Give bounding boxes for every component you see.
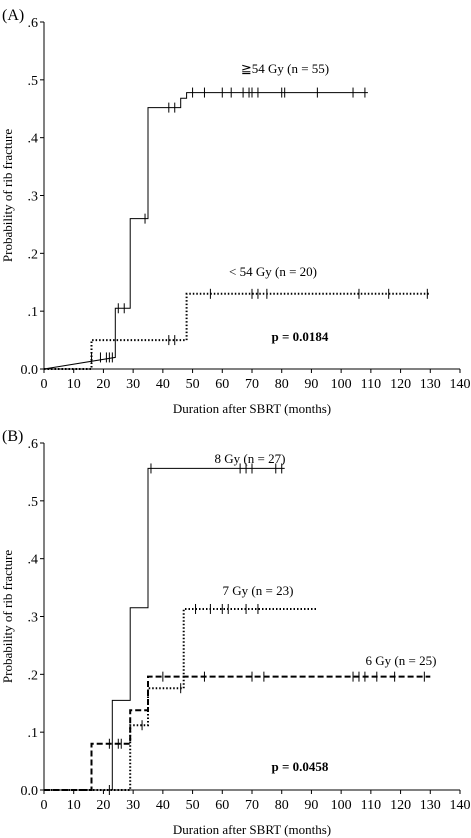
x-tick-label: 60 — [215, 798, 229, 813]
y-tick-label: .2 — [28, 668, 39, 683]
x-tick-label: 90 — [304, 377, 318, 392]
x-tick-label: 20 — [96, 377, 110, 392]
chart-panel-a: (A) 0.0 .1 .2 .3 .4 .5 .6 0 10 20 30 40 50 60 70 80 90 100… — [0, 7, 471, 416]
y-tick-label: .6 — [28, 437, 39, 452]
x-tick-label: 50 — [186, 377, 200, 392]
series-label: < 54 Gy (n = 20) — [229, 264, 317, 279]
x-tick-label: 120 — [390, 377, 411, 392]
series-line-dashed — [44, 675, 431, 791]
x-tick-label: 50 — [186, 798, 200, 813]
x-tick-label: 110 — [361, 377, 381, 392]
series-label: ≧54 Gy (n = 55) — [241, 61, 329, 76]
x-tick-label: 60 — [215, 377, 229, 392]
y-tick-label: .6 — [28, 16, 39, 31]
x-tick-label: 0 — [41, 377, 48, 392]
x-tick-label: 20 — [96, 798, 110, 813]
x-tick-label: 70 — [245, 377, 259, 392]
x-tick-label: 70 — [245, 798, 259, 813]
x-tick-label: 130 — [420, 377, 441, 392]
series-label: 8 Gy (n = 27) — [215, 451, 286, 466]
x-tick-label: 40 — [156, 798, 170, 813]
series-label: 7 Gy (n = 23) — [223, 583, 294, 598]
x-tick-label: 0 — [41, 798, 48, 813]
panel-label: (A) — [2, 7, 24, 24]
y-axis-title: Probability of rib fracture — [0, 550, 15, 683]
x-tick-label: 80 — [275, 377, 289, 392]
y-tick-label: .3 — [28, 611, 39, 626]
x-tick-label: 100 — [331, 377, 352, 392]
x-tick-label: 100 — [331, 798, 352, 813]
y-tick-label: .1 — [28, 726, 39, 741]
y-tick-label: .5 — [28, 74, 39, 89]
series-label: 6 Gy (n = 25) — [366, 653, 437, 668]
x-tick-label: 90 — [304, 798, 318, 813]
p-value-annotation: p = 0.0458 — [272, 759, 329, 774]
x-tick-label: 10 — [67, 377, 81, 392]
y-tick-label: .4 — [28, 132, 39, 147]
y-tick-label: .4 — [28, 553, 39, 568]
x-tick-label: 110 — [361, 798, 381, 813]
y-tick-label: .1 — [28, 305, 39, 320]
panel-label: (B) — [2, 428, 23, 445]
x-tick-label: 30 — [126, 798, 140, 813]
x-tick-label: 80 — [275, 798, 289, 813]
chart-panel-b: (B) 0.0 .1 .2 .3 .4 .5 .6 0 10 20 30 40 50 60 70 80 90 100… — [0, 428, 471, 837]
series-line-solid — [43, 92, 368, 370]
x-axis-title: Duration after SBRT (months) — [173, 822, 331, 837]
x-tick-label: 120 — [390, 798, 411, 813]
y-tick-label: .2 — [28, 247, 39, 262]
y-tick-label: .3 — [28, 190, 39, 205]
y-tick-label: .5 — [28, 495, 39, 510]
y-tick-label: 0.0 — [21, 363, 39, 378]
x-tick-label: 10 — [67, 798, 81, 813]
y-axis-title: Probability of rib fracture — [0, 129, 15, 262]
x-tick-label: 40 — [156, 377, 170, 392]
x-tick-label: 30 — [126, 377, 140, 392]
y-tick-label: 0.0 — [21, 784, 39, 799]
series-line-dotted — [44, 292, 431, 370]
p-value-annotation: p = 0.0184 — [272, 329, 329, 344]
x-tick-label: 130 — [420, 798, 441, 813]
x-axis-title: Duration after SBRT (months) — [173, 401, 331, 416]
x-tick-label: 140 — [450, 377, 471, 392]
x-tick-label: 140 — [450, 798, 471, 813]
series-line-solid — [44, 467, 285, 791]
